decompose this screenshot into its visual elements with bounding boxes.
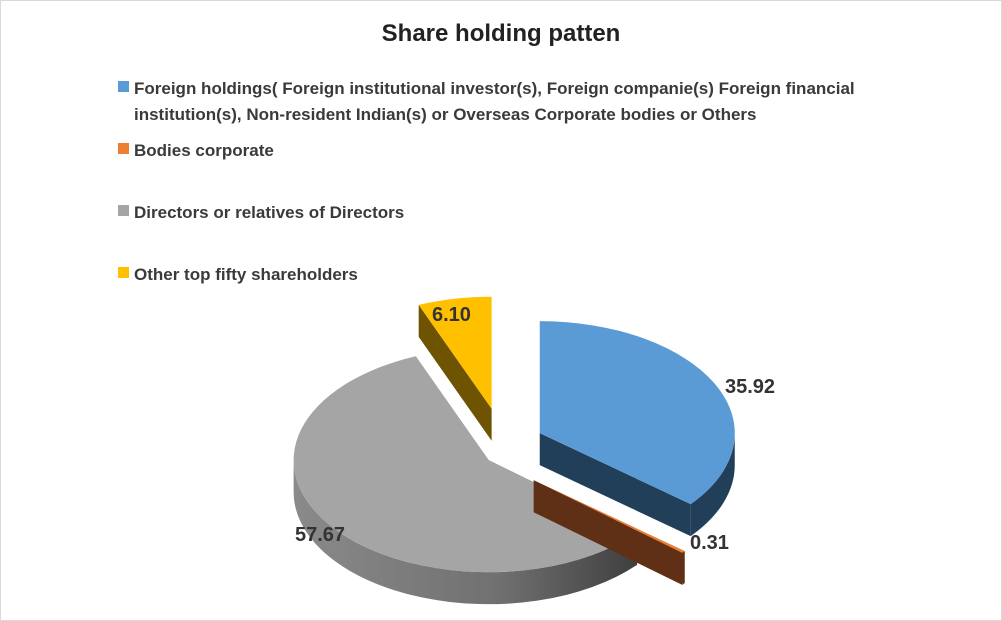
legend-label-foreign-holdings: Foreign holdings( Foreign institutional … — [134, 79, 855, 124]
legend-swatch-other-top-fifty — [118, 267, 129, 278]
slice-top-foreign-holdings — [539, 321, 735, 505]
slice-top-other-top-fifty — [418, 296, 492, 409]
slice-cut-wall-other-top-fifty-0 — [418, 304, 492, 441]
legend-label-directors: Directors or relatives of Directors — [134, 203, 405, 222]
data-label-foreign-holdings: 35.92 — [725, 376, 775, 398]
pie-slice-other-top-fifty[interactable] — [418, 296, 492, 441]
data-label-other-top-fifty: 6.10 — [432, 304, 471, 326]
legend-swatch-foreign-holdings — [118, 81, 129, 92]
slice-outer-wall-directors — [293, 460, 638, 605]
chart-title: Share holding patten — [381, 20, 621, 47]
legend-swatch-bodies-corporate — [118, 143, 129, 154]
legend-swatch-directors — [118, 205, 129, 216]
slice-outer-wall-foreign-holdings — [690, 433, 735, 537]
slice-cut-wall-foreign-holdings-1 — [539, 433, 691, 537]
legend-label-other-top-fifty: Other top fifty shareholders — [134, 265, 358, 284]
data-label-directors: 57.67 — [295, 524, 345, 546]
slice-top-bodies-corporate — [533, 480, 685, 553]
data-label-bodies-corporate: 0.31 — [690, 532, 729, 554]
slice-cut-wall-bodies-corporate-1 — [533, 480, 683, 585]
pie-slice-bodies-corporate[interactable] — [533, 480, 685, 585]
slice-outer-wall-bodies-corporate — [682, 551, 685, 585]
pie-slice-foreign-holdings[interactable] — [539, 321, 735, 537]
legend-label-bodies-corporate: Bodies corporate — [134, 141, 274, 160]
